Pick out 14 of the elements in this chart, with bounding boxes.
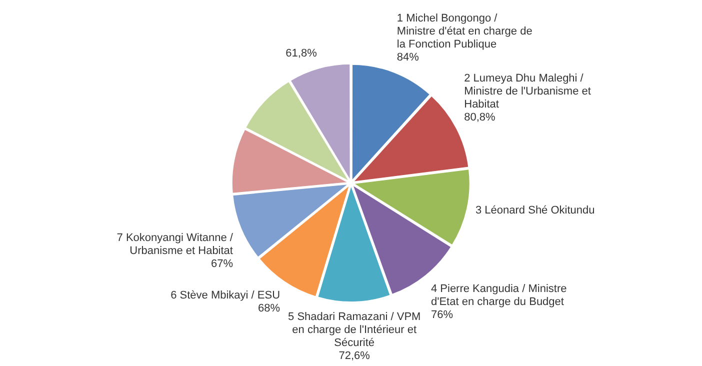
- data-label: 61,8%: [286, 48, 318, 60]
- data-label: 84%: [396, 52, 420, 64]
- slice-label: 4 Pierre Kangudia / Ministre d'Etat en charge du Budget: [430, 282, 567, 308]
- slice-label: 1 Michel Bongongo / Ministre d'état en charge de la Fonction Publique: [396, 12, 532, 51]
- data-label: 67%: [210, 258, 234, 270]
- data-label: 68%: [258, 302, 280, 314]
- slice-label: 5 Shadari Ramazani / VPM en charge de l'Intérieur et Sécurité: [288, 310, 421, 349]
- data-label: 80,8%: [464, 112, 496, 124]
- slice-label: 3 Léonard Shé Okitundu: [476, 204, 595, 216]
- data-label: 72,6%: [338, 350, 370, 362]
- slice-label: 6 Stève Mbikayi / ESU: [170, 289, 280, 302]
- slice-label: 2 Lumeya Dhu Maleghi / Ministre de l'Urbanisme et Habitat: [464, 72, 591, 111]
- slice-label: 7 Kokonyangi Witanne / Urbanisme et Habitat: [116, 232, 234, 257]
- data-label: 76%: [430, 308, 454, 321]
